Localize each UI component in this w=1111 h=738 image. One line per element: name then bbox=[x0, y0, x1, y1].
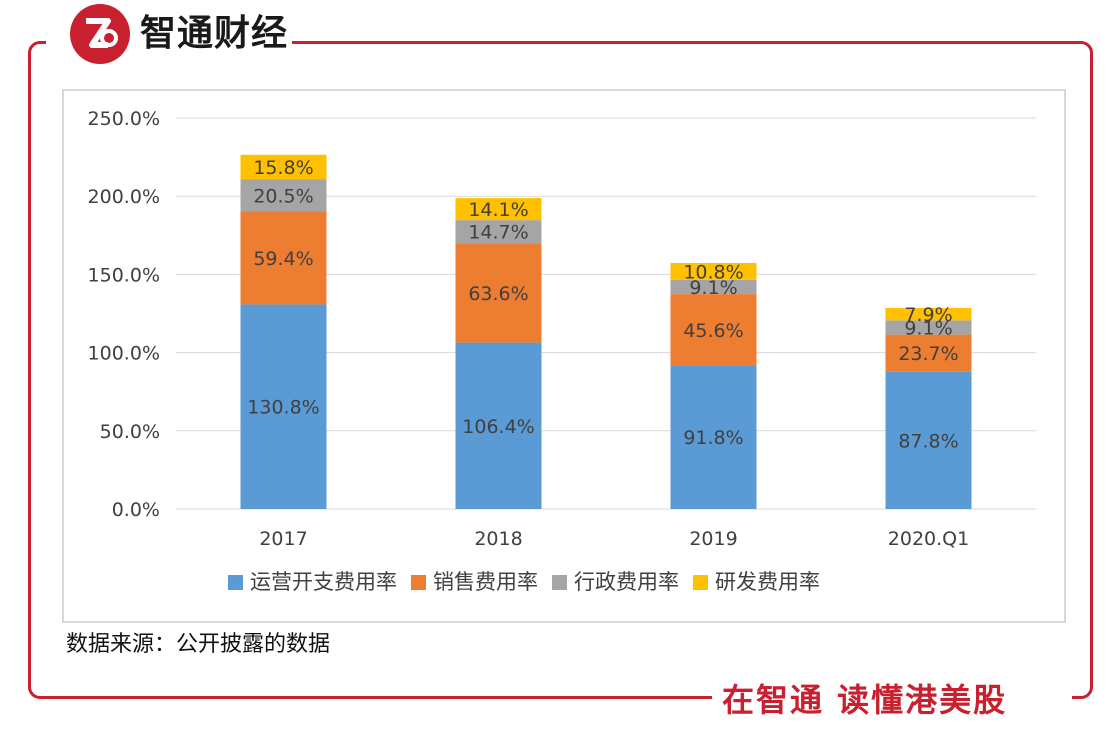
bar-segment bbox=[885, 371, 972, 509]
bar-segment bbox=[670, 294, 757, 366]
data-label: 59.4% bbox=[253, 248, 313, 270]
y-tick-label: 50.0% bbox=[100, 421, 160, 443]
bar-segment bbox=[455, 342, 542, 509]
bar-segment bbox=[240, 304, 327, 509]
y-tick-label: 100.0% bbox=[88, 343, 160, 365]
data-label: 91.8% bbox=[683, 427, 743, 449]
data-label: 9.1% bbox=[904, 317, 952, 339]
data-label: 10.8% bbox=[683, 261, 743, 283]
legend-label: 研发费用率 bbox=[715, 570, 820, 594]
data-label: 14.1% bbox=[468, 199, 528, 221]
data-label: 20.5% bbox=[253, 185, 313, 207]
y-tick-label: 0.0% bbox=[112, 499, 160, 521]
data-label: 106.4% bbox=[462, 416, 534, 438]
data-label: 130.8% bbox=[247, 397, 319, 419]
bar-segment bbox=[885, 320, 972, 335]
bar-segment bbox=[240, 179, 327, 212]
legend-label: 行政费用率 bbox=[574, 570, 679, 594]
y-tick-label: 200.0% bbox=[88, 186, 160, 208]
data-label: 23.7% bbox=[898, 343, 958, 365]
slogan: 在智通 读懂港美股 bbox=[722, 681, 1008, 719]
legend-swatch bbox=[552, 575, 567, 590]
bar-segment bbox=[885, 334, 972, 372]
data-label: 7.9% bbox=[904, 304, 952, 326]
y-tick-label: 250.0% bbox=[88, 108, 160, 130]
chart-container: 0.0% 50.0% 100.0% 150.0% 200.0% 250.0% 130.8% 5… bbox=[62, 89, 1066, 623]
bar-segment bbox=[455, 198, 542, 221]
legend-swatch bbox=[228, 575, 243, 590]
data-label: 87.8% bbox=[898, 430, 958, 452]
legend-label: 运营开支费用率 bbox=[250, 570, 397, 594]
bar-segment bbox=[240, 154, 327, 180]
data-label: 14.7% bbox=[468, 222, 528, 244]
legend-swatch bbox=[693, 575, 708, 590]
source-note: 数据来源：公开披露的数据 bbox=[66, 632, 331, 657]
bar-segment bbox=[670, 262, 757, 280]
bar-segment bbox=[670, 365, 757, 509]
x-tick-label: 2019 bbox=[689, 528, 737, 550]
bar-segment bbox=[885, 308, 972, 321]
y-tick-label: 150.0% bbox=[88, 264, 160, 286]
footer-gap bbox=[712, 686, 1072, 714]
frame-border bbox=[28, 41, 1093, 699]
data-label: 63.6% bbox=[468, 283, 528, 305]
x-tick-label: 2020.Q1 bbox=[888, 528, 969, 550]
legend-swatch bbox=[411, 575, 426, 590]
data-label: 9.1% bbox=[689, 277, 737, 299]
bar-segment bbox=[670, 279, 757, 295]
bar-segment bbox=[240, 211, 327, 305]
bar-segment bbox=[455, 243, 542, 343]
data-label: 15.8% bbox=[253, 157, 313, 179]
legend-label: 销售费用率 bbox=[433, 570, 538, 594]
stacked-bar-chart: 0.0% 50.0% 100.0% 150.0% 200.0% 250.0% 130.8% 5… bbox=[88, 108, 1036, 594]
zhitong-logo-icon bbox=[70, 4, 130, 64]
brand-name: 智通财经 bbox=[140, 13, 289, 54]
data-label: 45.6% bbox=[683, 320, 743, 342]
x-tick-label: 2018 bbox=[474, 528, 522, 550]
bar-segment bbox=[455, 220, 542, 244]
x-tick-label: 2017 bbox=[259, 528, 307, 550]
